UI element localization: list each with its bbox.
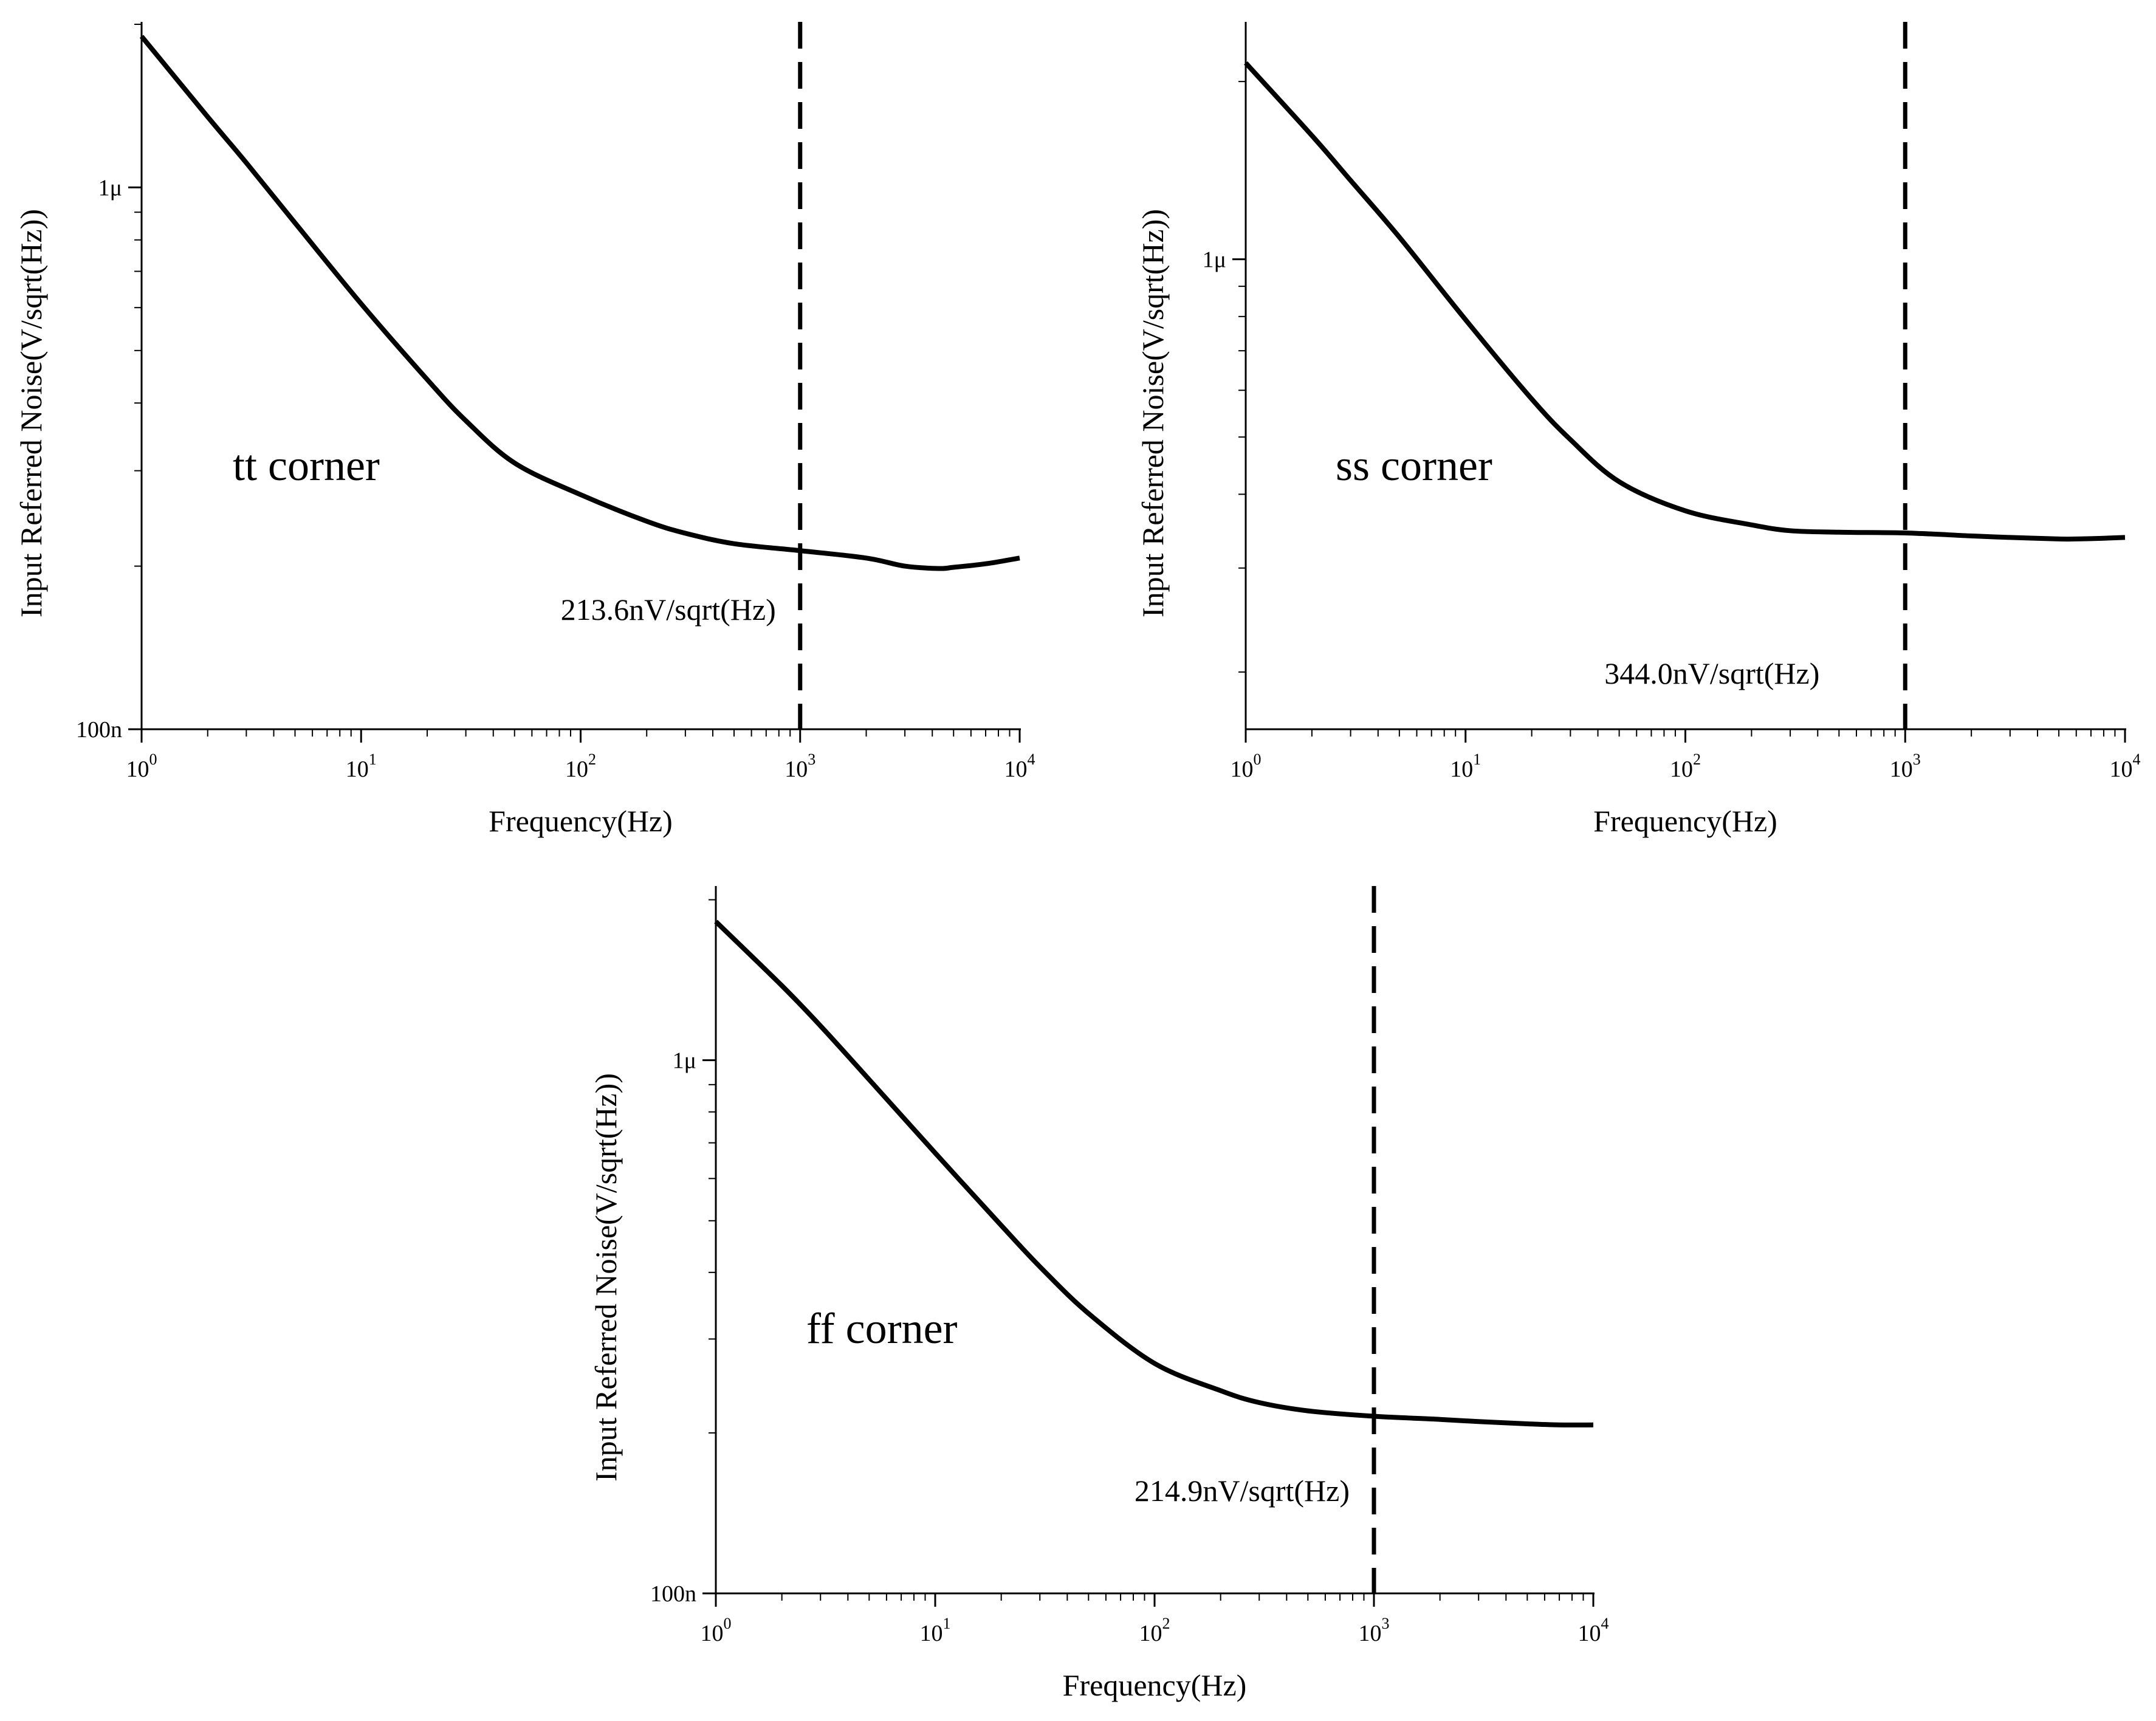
x-tick-label: 103: [1359, 1615, 1390, 1646]
chart-panel-top-right: 100 101 102 103 104 1μ Frequency(Hz) Input Refe…: [1136, 22, 2141, 838]
x-axis-title: Frequency(Hz): [489, 804, 673, 838]
chart-panel-bottom-center: 100 101 102 103 104 100n 1μ Frequency(Hz) Input …: [589, 886, 1609, 1702]
x-axis-title: Frequency(Hz): [1593, 804, 1777, 838]
chart-panel-top-left: 100 101 102 103 104 100n 1μ Frequency(Hz) Input …: [14, 22, 1035, 838]
corner-label: ss corner: [1336, 441, 1492, 490]
x-tick-label: 102: [1139, 1615, 1170, 1646]
noise-series-line-ff: [714, 919, 1594, 1427]
y-axis-title: Input Referred Noise(V/sqrt(Hz)): [1136, 209, 1170, 617]
noise-value-annotation: 344.0nV/sqrt(Hz): [1604, 656, 1819, 690]
x-tick-label: 100: [126, 751, 157, 782]
x-tick-label: 104: [2110, 751, 2141, 782]
x-tick-label: 104: [1004, 751, 1035, 782]
noise-value-annotation: 213.6nV/sqrt(Hz): [561, 593, 776, 627]
x-tick-label: 102: [1670, 751, 1701, 782]
y-tick-label: 1μ: [98, 175, 122, 201]
x-tick-label: 100: [701, 1615, 732, 1646]
x-tick-label: 100: [1231, 751, 1262, 782]
corner-label: ff corner: [806, 1304, 958, 1353]
x-axis-title: Frequency(Hz): [1063, 1668, 1247, 1702]
noise-series-line-tt: [139, 35, 1020, 571]
corner-label: tt corner: [233, 441, 380, 490]
x-tick-label: 101: [1450, 751, 1481, 782]
x-tick-label: 103: [784, 751, 815, 782]
x-tick-label: 104: [1578, 1615, 1609, 1646]
y-tick-label: 1μ: [673, 1048, 696, 1074]
x-tick-label: 102: [565, 751, 596, 782]
y-axis-title: Input Referred Noise(V/sqrt(Hz)): [589, 1073, 623, 1482]
y-axis-title: Input Referred Noise(V/sqrt(Hz)): [14, 209, 48, 617]
noise-series-line-ss: [1244, 61, 2126, 542]
y-tick-label: 1μ: [1203, 247, 1226, 273]
y-tick-label: 100n: [76, 717, 122, 743]
y-tick-label: 100n: [650, 1581, 696, 1607]
noise-value-annotation: 214.9nV/sqrt(Hz): [1135, 1474, 1350, 1508]
x-tick-label: 103: [1890, 751, 1921, 782]
x-tick-label: 101: [920, 1615, 951, 1646]
x-tick-label: 101: [346, 751, 377, 782]
